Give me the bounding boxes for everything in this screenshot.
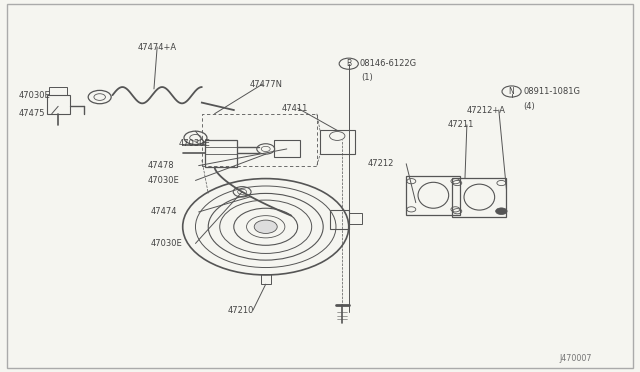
- Text: J470007: J470007: [559, 354, 592, 363]
- Bar: [260, 274, 271, 284]
- Text: 47478: 47478: [148, 161, 174, 170]
- Bar: [349, 214, 362, 224]
- Text: 47030E: 47030E: [19, 91, 51, 100]
- Bar: [205, 140, 237, 167]
- Text: (1): (1): [362, 73, 373, 82]
- Bar: [406, 176, 461, 215]
- Text: 47210: 47210: [227, 306, 254, 315]
- Text: N: N: [509, 87, 515, 96]
- Text: B: B: [346, 59, 351, 68]
- Bar: [47, 95, 70, 114]
- Text: 47477N: 47477N: [250, 80, 283, 89]
- Text: 47474+A: 47474+A: [138, 42, 177, 51]
- Text: 47474: 47474: [151, 208, 177, 217]
- Text: 08146-6122G: 08146-6122G: [360, 59, 417, 68]
- Text: 47030E: 47030E: [151, 239, 182, 248]
- Text: 47212+A: 47212+A: [467, 106, 506, 115]
- Bar: [320, 131, 355, 154]
- Text: (4): (4): [523, 102, 535, 111]
- Text: 47475: 47475: [19, 109, 45, 118]
- Text: 47411: 47411: [282, 104, 308, 113]
- Circle shape: [495, 208, 507, 215]
- Circle shape: [254, 220, 277, 234]
- Text: 47212: 47212: [368, 159, 394, 168]
- Bar: [49, 87, 67, 95]
- Bar: [330, 210, 349, 229]
- Bar: [274, 140, 300, 157]
- Text: 08911-1081G: 08911-1081G: [523, 87, 580, 96]
- Text: 47030E: 47030E: [148, 176, 179, 185]
- Text: 47030E: 47030E: [178, 139, 210, 148]
- Text: 47211: 47211: [448, 121, 474, 129]
- Bar: [452, 178, 506, 217]
